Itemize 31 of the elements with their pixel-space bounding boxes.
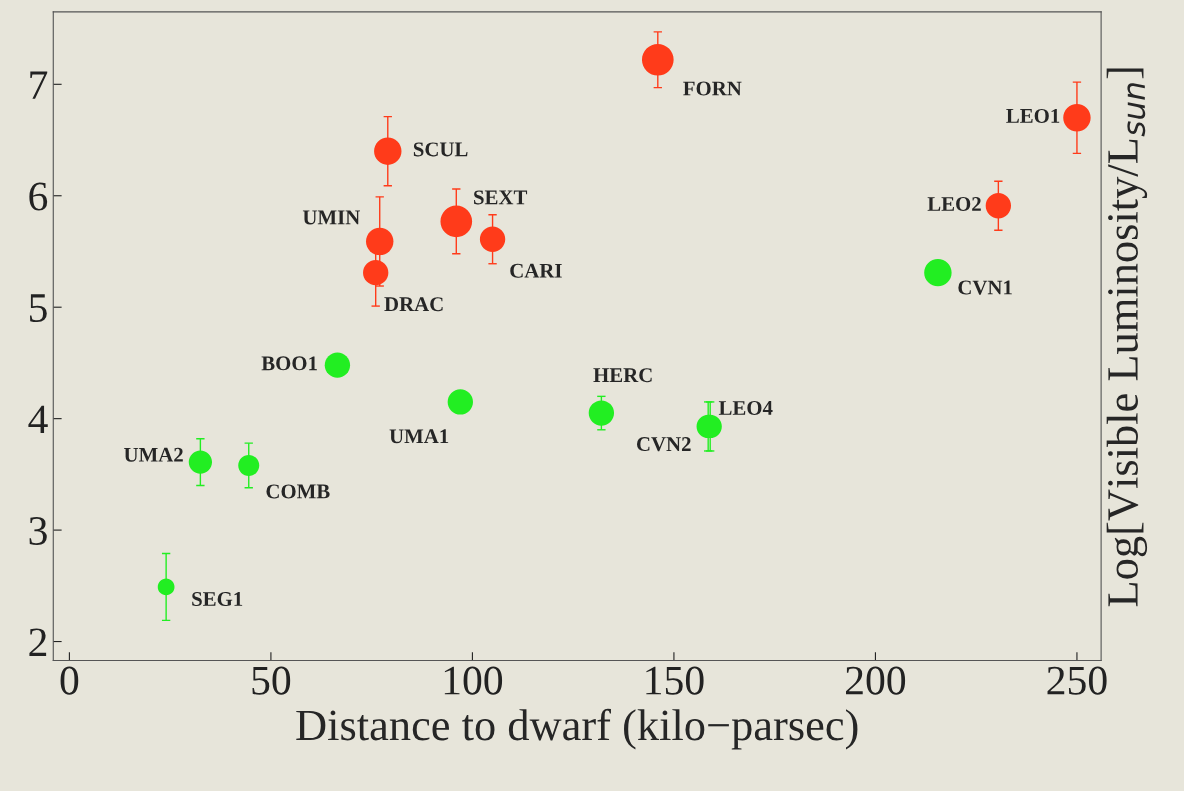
- x-tick-label: 200: [846, 666, 906, 695]
- annotation: CVN1: [958, 280, 1012, 295]
- y-tick-label: 2: [29, 628, 47, 656]
- annotation: SCUL: [413, 142, 468, 157]
- annotation: COMB: [266, 484, 330, 499]
- y-tick-label: 3: [29, 516, 47, 545]
- annotation: FORN: [683, 81, 742, 96]
- annotation: LEO2: [927, 197, 981, 211]
- annotation: UMA2: [124, 447, 183, 462]
- y-axis-title: Log[Visible Luminosity/L$_{sun}$]: [1106, 68, 1148, 607]
- x-axis-title: Distance to dwarf (kilo−parsec): [296, 708, 858, 750]
- x-tick-label: 150: [646, 666, 704, 695]
- y-tick-label: 5: [30, 294, 47, 323]
- x-tick-label: 50: [252, 666, 291, 695]
- y-tick-label: 6: [29, 182, 48, 211]
- annotation: SEXT: [474, 190, 528, 205]
- annotation: LEO4: [718, 400, 773, 415]
- y-tick-label: 7: [30, 71, 48, 99]
- annotation: HERC: [593, 368, 652, 383]
- x-tick-label: 0: [60, 666, 79, 695]
- y-tick-label: 4: [28, 405, 48, 434]
- annotation: CVN2: [636, 437, 691, 452]
- annotation: LEO1: [1006, 108, 1060, 123]
- annotation: UMIN: [302, 210, 360, 225]
- annotation: DRAC: [384, 297, 443, 312]
- annotation: BOO1: [261, 356, 317, 371]
- annotation: CARI: [510, 263, 562, 278]
- annotation: UMA1: [389, 429, 449, 444]
- x-tick-label: 250: [1047, 666, 1107, 695]
- x-tick-label: 100: [444, 666, 503, 695]
- annotation: SEG1: [192, 592, 243, 607]
